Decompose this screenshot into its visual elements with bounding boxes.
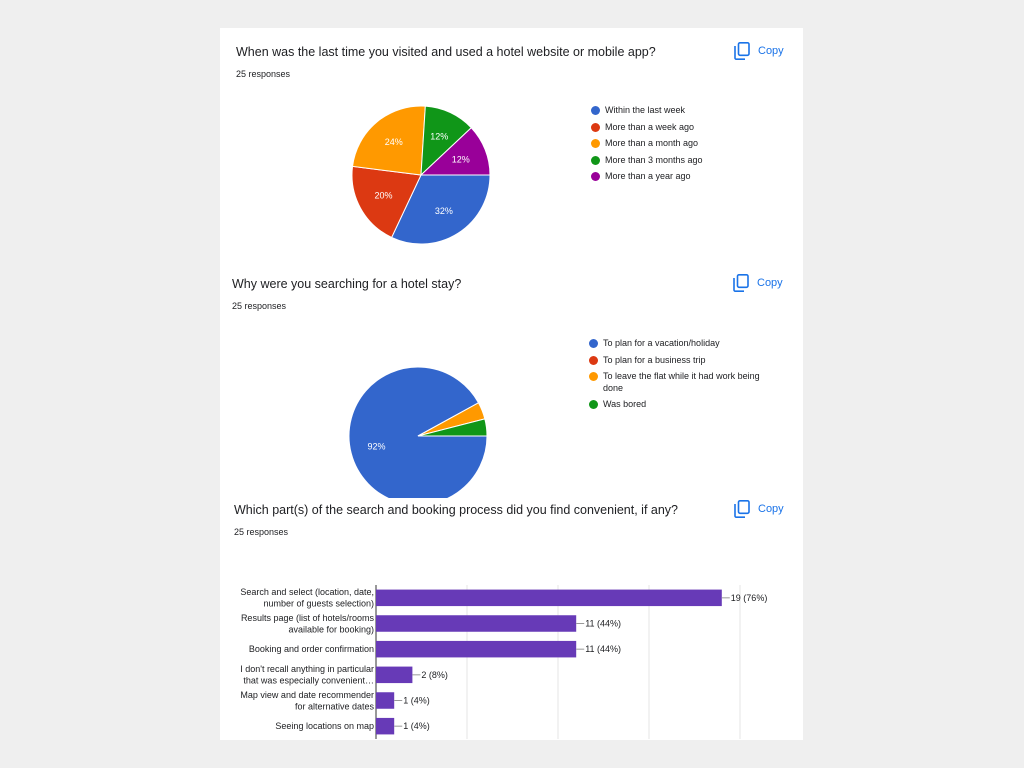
bar-value-label: 11 (44%) <box>585 644 621 654</box>
copy-label: Copy <box>757 277 783 289</box>
copy-label: Copy <box>758 45 784 57</box>
category-label: I don't recall anything in particular <box>240 664 374 674</box>
question-1-title: When was the last time you visited and u… <box>236 45 656 59</box>
pie-slice <box>351 165 422 239</box>
category-label: Booking and order confirmation <box>249 644 374 654</box>
pie-slice-label: 32% <box>435 206 453 216</box>
question-2-response-count: 25 responses <box>232 301 287 311</box>
legend-swatch <box>589 372 598 381</box>
legend-label: Within the last week <box>605 105 686 115</box>
pie-slice-label: 12% <box>430 131 448 141</box>
legend-2: To plan for a vacation/holiday To plan f… <box>589 338 778 416</box>
pie-slice-label: 12% <box>452 154 470 164</box>
bar-value-label: 1 (4%) <box>403 721 430 731</box>
category-label: Seeing locations on map <box>275 721 374 731</box>
legend-item: More than 3 months ago <box>591 155 703 167</box>
copy-icon <box>734 500 750 518</box>
pie-slice <box>351 105 426 176</box>
legend-item: Was bored <box>589 399 778 411</box>
question-1-response-count: 25 responses <box>236 69 291 79</box>
legend-swatch <box>589 339 598 348</box>
bar <box>376 615 577 632</box>
legend-item: To leave the flat while it had work bein… <box>589 371 778 394</box>
copy-label: Copy <box>758 503 784 515</box>
responses-card: When was the last time you visited and u… <box>220 28 803 740</box>
legend-swatch <box>591 172 600 181</box>
category-label: Map view and date recommender <box>240 690 374 700</box>
pie-slice <box>390 174 491 245</box>
legend-item: To plan for a business trip <box>589 355 778 367</box>
category-label: number of guests selection) <box>263 599 374 609</box>
bar-value-label: 11 (44%) <box>585 619 621 629</box>
legend-label: To plan for a business trip <box>603 354 706 365</box>
category-label: that was especially convenient… <box>243 676 374 686</box>
copy-chart-button-2[interactable]: Copy <box>733 274 783 292</box>
bar <box>376 640 577 658</box>
bar <box>376 666 413 684</box>
pie-slice-label: 92% <box>368 442 386 452</box>
copy-chart-button-3[interactable]: Copy <box>734 500 784 518</box>
pie-slice <box>417 418 488 437</box>
category-label: Results page (list of hotels/rooms <box>241 613 375 623</box>
legend-label: Was bored <box>603 399 647 409</box>
legend-label: More than a week ago <box>605 121 695 132</box>
question-2-title: Why were you searching for a hotel stay? <box>232 277 462 291</box>
pie-chart-1: 32% 20% 24% 12% 12% <box>351 105 491 245</box>
copy-chart-button-1[interactable]: Copy <box>734 42 784 60</box>
bar <box>376 589 722 607</box>
question-3-section: Which part(s) of the search and booking … <box>220 498 803 740</box>
bar-value-label: 1 (4%) <box>403 696 430 706</box>
pie-slice-label: 20% <box>375 191 393 201</box>
legend-item: More than a week ago <box>591 122 703 134</box>
bar-value-label: 19 (76%) <box>731 593 768 603</box>
legend-1: Within the last week More than a week ag… <box>591 105 703 188</box>
bar <box>376 717 395 735</box>
pie-chart-2: 92% <box>348 366 488 498</box>
legend-label: More than a month ago <box>605 138 699 148</box>
copy-icon <box>734 42 750 60</box>
legend-label: More than a year ago <box>605 171 691 181</box>
legend-item: To plan for a vacation/holiday <box>589 338 778 350</box>
legend-item: More than a month ago <box>591 138 703 150</box>
legend-label: To leave the flat while it had work bein… <box>603 371 760 393</box>
bar-chart-3: 0510152019 (76%)Search and select (locat… <box>240 585 768 739</box>
legend-swatch <box>591 155 600 165</box>
legend-label: More than 3 months ago <box>605 154 703 165</box>
legend-label: To plan for a vacation/holiday <box>603 338 720 348</box>
pie-slice-label: 24% <box>385 137 403 147</box>
pie-slice <box>419 127 491 176</box>
category-label: for alternative dates <box>295 701 375 711</box>
bar-value-label: 2 (8%) <box>421 670 448 680</box>
legend-item: Within the last week <box>591 105 703 117</box>
category-label: Search and select (location, date, <box>240 587 374 597</box>
bar <box>376 692 395 709</box>
category-label: available for booking) <box>288 624 374 634</box>
question-1-section: When was the last time you visited and u… <box>220 28 803 273</box>
question-3-response-count: 25 responses <box>234 527 289 537</box>
pie-slice <box>348 366 488 498</box>
question-3-title: Which part(s) of the search and booking … <box>234 503 679 517</box>
legend-swatch <box>591 139 600 148</box>
legend-item: More than a year ago <box>591 171 703 183</box>
legend-swatch <box>589 355 598 365</box>
question-2-section: Why were you searching for a hotel stay?… <box>220 273 803 498</box>
legend-swatch <box>589 400 598 409</box>
copy-icon <box>733 274 749 292</box>
legend-swatch <box>591 106 600 115</box>
legend-swatch <box>591 122 600 132</box>
